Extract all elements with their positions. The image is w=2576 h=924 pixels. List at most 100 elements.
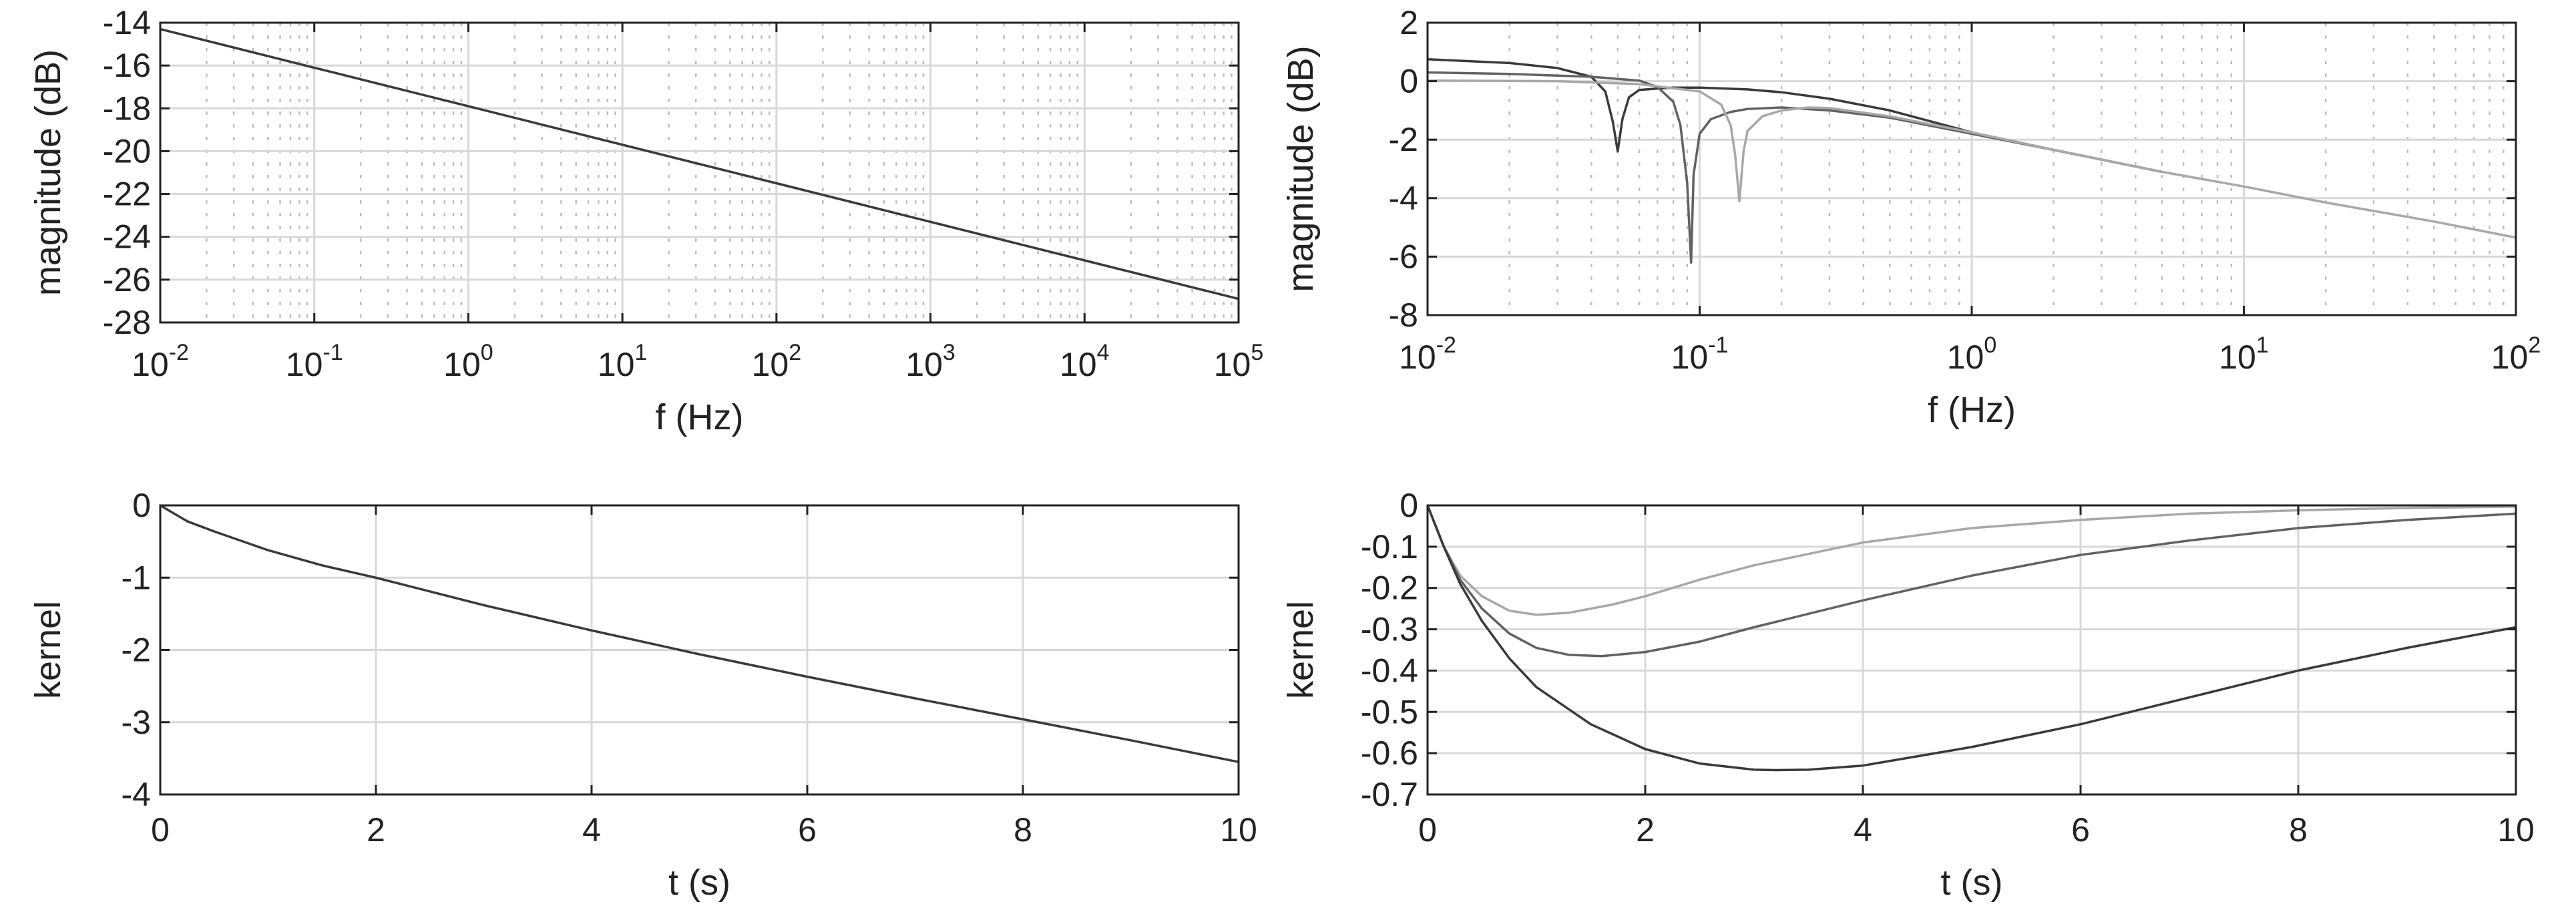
x-tick-label: 0 (151, 811, 170, 849)
series-line-response-dark (1427, 58, 2163, 174)
x-tick-exponent: -1 (1708, 332, 1728, 358)
x-tick-exponent: 5 (1251, 340, 1263, 365)
x-tick-label: 102 (752, 340, 802, 383)
x-tick-label: 8 (2289, 811, 2308, 849)
x-tick-exponent: 0 (481, 340, 493, 365)
y-tick-label: 2 (1400, 4, 1418, 41)
x-tick-exponent: 4 (1097, 340, 1110, 365)
x-tick-base: 10 (132, 346, 169, 383)
x-tick-label: 10-2 (132, 340, 189, 383)
x-tick-label: 101 (2219, 332, 2269, 376)
x-tick-label: 102 (2491, 332, 2541, 376)
x-tick-label: 8 (1014, 811, 1032, 849)
series-line-kernel-light (1426, 505, 2517, 616)
x-tick-exponent: 3 (943, 340, 955, 365)
x-tick-exponent: 1 (2256, 332, 2269, 358)
x-tick-base: 10 (1060, 346, 1097, 383)
y-tick-label: -16 (103, 47, 151, 84)
y-tick-label: -28 (103, 304, 151, 341)
x-tick-label: 10 (1220, 811, 1257, 849)
y-tick-label: -4 (1389, 180, 1418, 217)
y-axis-label: magnitude (dB) (1281, 45, 1321, 292)
y-tick-label: -0.5 (1361, 693, 1418, 730)
x-tick-label: 100 (1947, 332, 1997, 376)
y-axis-label: kernel (28, 601, 68, 699)
x-tick-label: 103 (905, 340, 955, 383)
y-axis-label: kernel (1281, 601, 1321, 699)
y-tick-label: -0.6 (1361, 734, 1418, 772)
y-tick-label: -0.2 (1361, 569, 1418, 607)
y-tick-label: 0 (1400, 487, 1418, 524)
y-tick-label: 0 (1400, 63, 1418, 100)
x-tick-label: 100 (443, 340, 493, 383)
x-tick-label: 101 (598, 340, 648, 383)
top-left-magnitude-plot: 10-2 10-1 100 101 102 103 104 105-28-26-24-22-2… (28, 4, 1263, 437)
x-tick-label: 105 (1214, 340, 1264, 383)
x-tick-base: 10 (443, 346, 481, 383)
x-tick-label: 10 (2497, 811, 2535, 849)
series-line-response-light (1427, 79, 2517, 239)
y-axis-label: magnitude (dB) (28, 49, 68, 296)
y-tick-label: 0 (132, 487, 151, 524)
x-tick-label: 2 (367, 811, 385, 849)
y-tick-label: -0.4 (1361, 652, 1418, 689)
x-tick-label: 6 (2071, 811, 2090, 849)
x-tick-label: 0 (1418, 811, 1437, 849)
x-tick-exponent: -1 (323, 340, 343, 365)
series-line-kernel-mid (1426, 505, 2517, 658)
x-tick-exponent: 0 (1984, 332, 1996, 358)
bottom-right-kernel-plot: 0 2 4 6 8 10 -0.7 -0.6 -0.5 -0.4 -0.3 -0.2 -0.1 0 t (s… (1281, 487, 2535, 903)
y-tick-label: -1 (122, 559, 151, 596)
x-tick-base: 10 (286, 346, 323, 383)
y-tick-label: -4 (122, 776, 151, 813)
x-tick-exponent: 1 (634, 340, 647, 365)
x-tick-base: 10 (1947, 338, 1984, 376)
series-line-magnitude (160, 27, 1239, 300)
x-tick-label: 6 (798, 811, 817, 849)
x-axis-label: f (Hz) (656, 397, 744, 437)
x-axis-label: t (s) (668, 863, 730, 903)
x-tick-label: 4 (582, 811, 601, 849)
x-axis-label: t (s) (1941, 863, 2003, 903)
x-tick-base: 10 (1399, 338, 1436, 376)
x-tick-label: 104 (1060, 340, 1110, 383)
y-tick-label: -26 (103, 261, 151, 298)
y-tick-label: -6 (1389, 238, 1418, 275)
y-tick-label: -2 (122, 632, 151, 669)
x-tick-base: 10 (905, 346, 943, 383)
y-tick-label: -0.1 (1361, 528, 1418, 565)
x-tick-exponent: -2 (169, 340, 189, 365)
y-tick-label: -0.7 (1361, 776, 1418, 813)
series-line-response-mid (1427, 71, 2163, 264)
x-tick-exponent: 2 (789, 340, 801, 365)
x-tick-base: 10 (1214, 346, 1251, 383)
x-tick-base: 10 (2219, 338, 2256, 376)
x-tick-base: 10 (752, 346, 789, 383)
y-tick-label: -20 (103, 132, 151, 170)
series-line-kernel (160, 504, 1239, 764)
x-tick-label: 10-2 (1399, 332, 1456, 376)
y-tick-label: -18 (103, 89, 151, 127)
x-tick-label: 10-1 (1671, 332, 1729, 376)
x-tick-exponent: 2 (2528, 332, 2541, 358)
y-tick-label: -2 (1389, 121, 1418, 158)
plot-frame (159, 21, 1240, 324)
x-tick-base: 10 (1671, 338, 1709, 376)
y-tick-label: -3 (122, 704, 151, 741)
y-tick-label: -8 (1389, 296, 1418, 334)
x-tick-base: 10 (598, 346, 635, 383)
y-tick-label: -0.3 (1361, 611, 1418, 648)
y-tick-label: -14 (103, 4, 151, 41)
x-tick-base: 10 (2491, 338, 2529, 376)
plot-frame (1426, 504, 2517, 796)
series-line-kernel-dark (1426, 505, 2517, 772)
y-tick-label: -24 (103, 218, 151, 256)
y-tick-label: -22 (103, 176, 151, 213)
x-tick-exponent: -2 (1436, 332, 1456, 358)
x-axis-label: f (Hz) (1928, 390, 2016, 430)
x-tick-label: 4 (1854, 811, 1872, 849)
x-tick-label: 10-1 (286, 340, 343, 383)
x-tick-label: 2 (1636, 811, 1655, 849)
